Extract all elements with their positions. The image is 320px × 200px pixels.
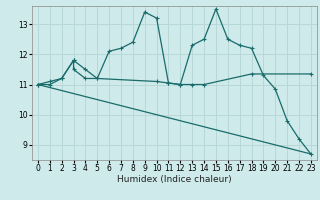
X-axis label: Humidex (Indice chaleur): Humidex (Indice chaleur) — [117, 175, 232, 184]
